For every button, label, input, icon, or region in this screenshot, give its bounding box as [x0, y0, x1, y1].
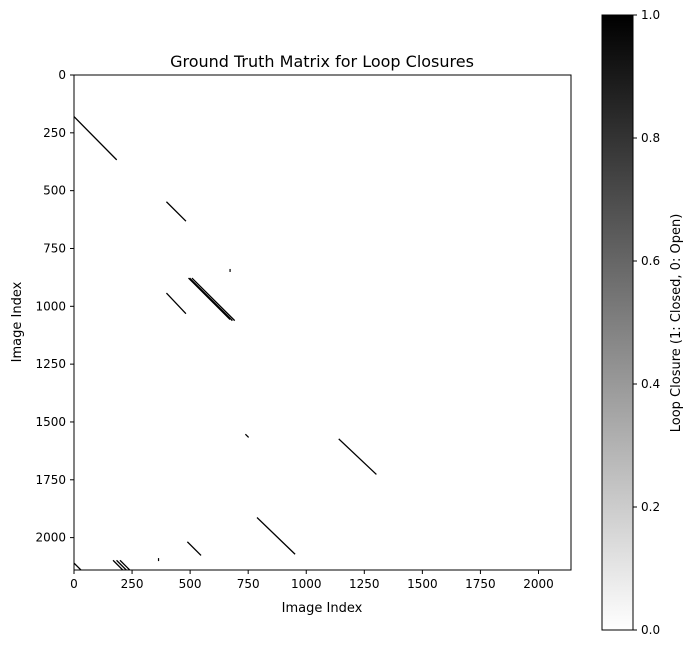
y-tick-label: 750: [43, 241, 66, 255]
plot-background: [74, 75, 571, 570]
colorbar-tick-label: 0.6: [641, 254, 660, 268]
closure-point-1: [157, 558, 160, 562]
x-tick-label: 0: [70, 577, 78, 591]
x-axis-label: Image Index: [282, 601, 363, 616]
closure-segment-6: [338, 438, 377, 475]
y-axis-label: Image Index: [10, 281, 25, 362]
colorbar: 0.0 0.2 0.4 0.6 0.8 1.0 Loop Closure (1: Clos…: [601, 8, 684, 637]
y-tick-label: 0: [58, 68, 66, 82]
colorbar-tick-label: 1.0: [641, 8, 660, 22]
x-tick-label: 750: [237, 577, 260, 591]
y-tick-label: 1250: [35, 357, 66, 371]
x-tick-label: 500: [179, 577, 202, 591]
closure-segment-11: [112, 559, 124, 570]
closure-segment-9: [244, 433, 250, 438]
colorbar-tick-label: 0.8: [641, 131, 660, 145]
y-tick-label: 1500: [35, 415, 66, 429]
colorbar-tick-label: 0.2: [641, 500, 660, 514]
closure-segment-7: [256, 517, 296, 555]
x-tick-label: 2000: [523, 577, 554, 591]
x-tick-label: 1500: [407, 577, 438, 591]
y-tick-label: 500: [43, 184, 66, 198]
closure-segment-13: [119, 559, 131, 570]
closure-point-0: [229, 268, 231, 272]
colorbar-tick-label: 0.0: [641, 623, 660, 637]
x-axis-ticks: 0 250 500 750 1000 1250 1500 1750 2000: [70, 570, 554, 591]
y-axis-ticks: 0 250 500 750 1000 1250 1500 1750 2000: [35, 68, 74, 545]
colorbar-gradient: [601, 14, 634, 631]
y-tick-label: 2000: [35, 531, 66, 545]
x-tick-label: 1750: [465, 577, 496, 591]
closure-segment-2: [188, 277, 231, 320]
closure-segment-4: [191, 277, 236, 322]
y-tick-label: 1750: [35, 473, 66, 487]
matrix-marks: [74, 115, 377, 570]
colorbar-label: Loop Closure (1: Closed, 0: Open): [669, 214, 684, 433]
colorbar-tick-label: 0.4: [641, 377, 660, 391]
chart-title: Ground Truth Matrix for Loop Closures: [170, 52, 474, 71]
x-tick-label: 1250: [349, 577, 380, 591]
y-tick-label: 1000: [35, 299, 66, 313]
closure-segment-3: [189, 277, 233, 322]
y-tick-label: 250: [43, 126, 66, 140]
x-tick-label: 1000: [291, 577, 322, 591]
closure-segment-8: [186, 541, 202, 556]
plot-area: [73, 74, 572, 571]
closure-segment-1: [165, 201, 187, 222]
closure-segment-10: [74, 562, 82, 570]
closure-segment-0: [74, 115, 118, 161]
closure-segment-12: [116, 559, 128, 570]
x-tick-label: 250: [121, 577, 144, 591]
plot-frame: [73, 74, 572, 571]
closure-segment-5: [165, 292, 187, 315]
colorbar-ticks: 0.0 0.2 0.4 0.6 0.8 1.0: [633, 8, 660, 637]
